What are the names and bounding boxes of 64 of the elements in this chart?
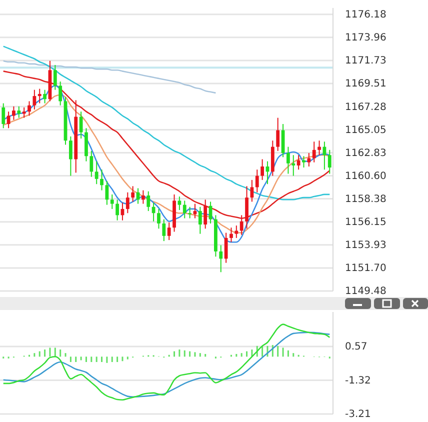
y-tick-label: 1176.18 [345, 10, 386, 21]
y-tick-label: -3.21 [345, 409, 371, 420]
candlestick [224, 232, 228, 264]
y-tick-label: -1.32 [345, 375, 371, 386]
candlestick [167, 222, 171, 241]
candlestick [178, 196, 182, 210]
y-tick-label: 1160.60 [345, 171, 386, 182]
candlestick [219, 244, 223, 273]
candlestick [12, 106, 16, 120]
candlestick [198, 206, 202, 234]
candlestick [260, 158, 264, 180]
candlestick [53, 64, 57, 90]
y-tick-label: 1156.15 [345, 217, 386, 228]
candlestick [105, 180, 109, 206]
candlestick [157, 208, 160, 230]
line-series [2, 60, 216, 94]
candlestick [131, 186, 135, 202]
candlestick [58, 81, 62, 106]
y-tick-label: 0.57 [345, 342, 368, 353]
y-tick-label: 1153.93 [345, 240, 386, 252]
candlestick [255, 169, 259, 193]
candlestick [2, 102, 6, 129]
candlestick [318, 140, 321, 156]
candlestick [38, 88, 42, 104]
candlestick [116, 199, 119, 221]
candlestick [328, 149, 332, 174]
candlestick [90, 150, 94, 178]
candlestick [276, 117, 280, 152]
candlestick [28, 100, 31, 116]
candlestick [32, 89, 36, 110]
candlestick [84, 128, 88, 162]
candlestick [292, 154, 296, 176]
candlestick [110, 194, 114, 210]
y-tick-label: 1167.28 [345, 102, 386, 113]
candlestick [22, 106, 26, 118]
y-tick-label: 1158.38 [345, 194, 386, 206]
y-tick-label: 1162.83 [345, 148, 386, 159]
candlestick [312, 141, 316, 163]
line-series [2, 46, 330, 200]
candlestick [6, 111, 10, 129]
candlestick [152, 202, 156, 222]
candlestick [307, 152, 311, 167]
candlestick [43, 89, 46, 104]
y-tick-label: 1149.48 [345, 286, 386, 298]
candlestick [234, 225, 238, 238]
candlestick [126, 192, 130, 214]
candlestick [230, 227, 233, 243]
candlestick [141, 190, 145, 204]
y-tick-label: 1151.70 [345, 263, 386, 274]
y-tick-label: 1171.73 [345, 56, 386, 67]
candlestick [286, 146, 290, 174]
y-tick-label: 1165.05 [345, 124, 386, 136]
candlestick [17, 106, 21, 118]
candlestick [162, 218, 166, 242]
candlestick [146, 190, 150, 212]
candlestick [100, 169, 104, 191]
y-tick-label: 1173.96 [345, 32, 386, 44]
candlestick [188, 206, 192, 219]
candlestick [182, 200, 186, 219]
candlestick [94, 160, 98, 185]
candlestick [68, 136, 72, 176]
candlestick [302, 156, 306, 168]
y-tick-label: 1169.51 [345, 78, 386, 90]
candlestick [296, 154, 300, 170]
